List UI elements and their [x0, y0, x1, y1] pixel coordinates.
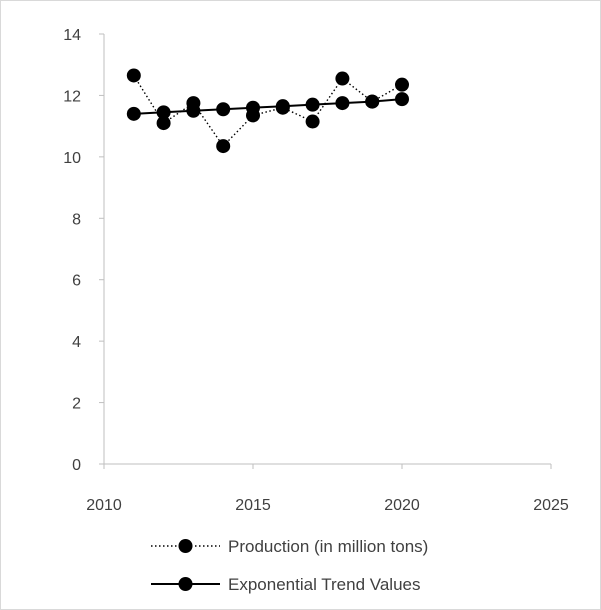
y-tick-label: 6	[72, 273, 81, 290]
data-point	[156, 105, 171, 120]
data-point	[305, 114, 320, 129]
data-point	[365, 94, 380, 109]
data-point	[216, 102, 231, 117]
y-tick-label: 14	[63, 27, 81, 44]
x-tick-label: 2020	[384, 497, 420, 514]
data-point	[335, 71, 350, 86]
series-2	[126, 92, 409, 121]
data-point	[395, 92, 409, 107]
y-tick-label: 12	[63, 88, 81, 105]
legend-item-2: Exponential Trend Values	[151, 575, 420, 594]
data-point	[186, 103, 201, 118]
x-tick-label: 2010	[86, 497, 122, 514]
data-point	[395, 77, 409, 92]
y-tick-label: 2	[72, 396, 81, 413]
data-point	[126, 106, 141, 121]
legend-marker	[178, 577, 193, 591]
data-point	[305, 97, 320, 112]
x-tick-labels: 2010 2015 2020 2025	[86, 497, 569, 514]
series-line	[133, 98, 403, 115]
y-tick-label: 0	[72, 457, 81, 474]
data-point	[335, 96, 350, 111]
y-tick-label: 4	[72, 334, 81, 351]
legend-item-1: Production (in million tons)	[151, 537, 428, 556]
y-tick-label: 8	[72, 211, 81, 228]
legend-marker	[178, 539, 193, 553]
series-layer	[126, 68, 409, 154]
legend-label: Production (in million tons)	[228, 537, 428, 556]
y-tick-label: 10	[63, 150, 81, 167]
legend-label: Exponential Trend Values	[228, 575, 420, 594]
y-tick-labels: 0 2 4 6 8 10 12 14	[63, 27, 81, 474]
data-point	[246, 100, 260, 115]
x-tick-label: 2025	[533, 497, 569, 514]
axes	[99, 33, 552, 469]
data-point	[275, 99, 290, 114]
data-point	[216, 139, 231, 154]
data-point	[126, 68, 141, 83]
x-tick-label: 2015	[235, 497, 271, 514]
legend: Production (in million tons) Exponential …	[151, 537, 428, 594]
data-point	[156, 116, 171, 131]
